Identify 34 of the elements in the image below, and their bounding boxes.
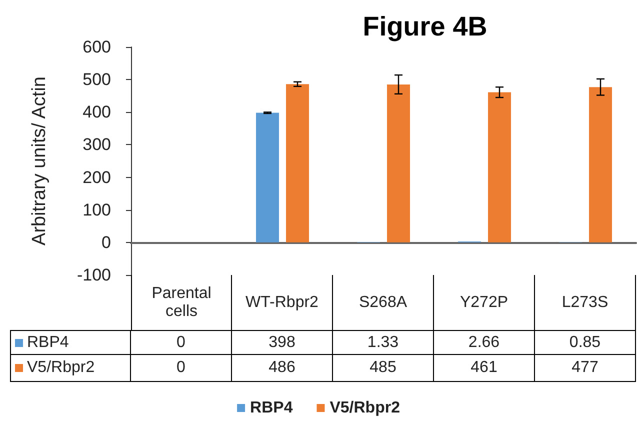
x-tick-label: WT-Rbpr2 [232, 275, 333, 330]
data-label: 0 [131, 330, 232, 355]
x-tick-label: Y272P [434, 275, 535, 330]
y-tick-label: 200 [82, 168, 111, 187]
data-label: 461 [434, 355, 535, 382]
x-tick-label: Parental cells [131, 275, 232, 330]
y-tick-label: 600 [82, 38, 111, 56]
x-tick-label: L273S [535, 275, 636, 330]
y-tick-label: 0 [102, 232, 111, 252]
y-tick-label: 100 [82, 200, 111, 220]
data-label: 2.66 [434, 330, 535, 355]
bar [387, 84, 410, 242]
y-tick-label: 400 [82, 102, 111, 122]
text: V5/Rbpr2 [27, 359, 95, 376]
bar [286, 84, 309, 242]
legend-label: V5/Rbpr2 [330, 400, 400, 416]
data-label: 0 [131, 355, 232, 382]
text: RBP4 [27, 334, 69, 350]
data-label: 477 [535, 355, 636, 382]
y-axis-title: Arbitrary units/ Actin [29, 76, 50, 246]
bar [589, 87, 612, 242]
y-tick-label: -100 [76, 266, 111, 284]
data-label: 398 [232, 330, 333, 355]
legend-label: RBP4 [250, 400, 293, 416]
y-tick-label: 500 [82, 70, 111, 90]
y-tick-label: 300 [82, 135, 111, 154]
data-label: 486 [232, 355, 333, 382]
bar [256, 112, 279, 242]
data-label: 0.85 [535, 330, 636, 355]
x-tick-label: S268A [333, 275, 434, 330]
bar [488, 92, 511, 242]
chart-title: Figure 4B [362, 12, 488, 42]
data-label: 485 [333, 355, 434, 382]
data-label: 1.33 [333, 330, 434, 355]
